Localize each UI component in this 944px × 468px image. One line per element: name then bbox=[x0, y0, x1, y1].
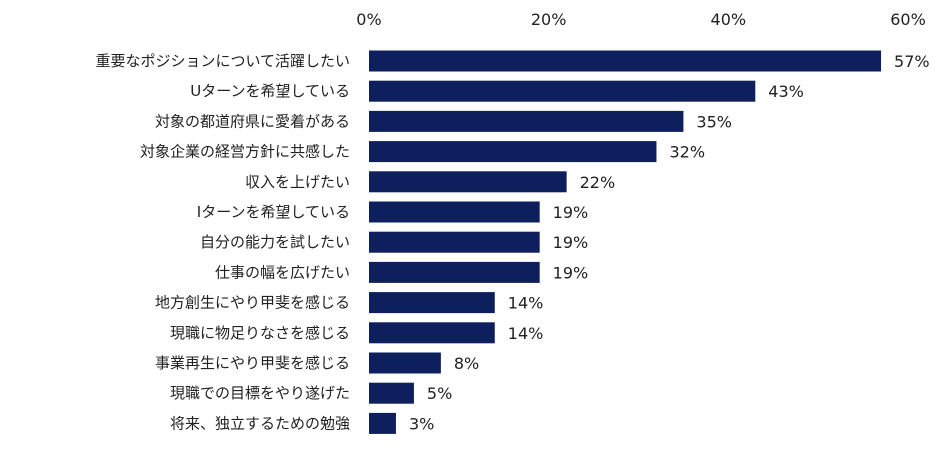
category-label: Uターンを希望している bbox=[190, 82, 350, 100]
category-label: 将来、独立するための勉強 bbox=[170, 414, 350, 432]
value-label: 19% bbox=[553, 203, 589, 222]
bar bbox=[369, 50, 882, 72]
category-label: 事業再生にやり甲斐を感じる bbox=[155, 354, 350, 372]
value-label: 43% bbox=[768, 82, 804, 101]
category-label: 対象企業の経営方針に共感した bbox=[140, 143, 350, 161]
category-label: 収入を上げたい bbox=[245, 173, 350, 191]
bar bbox=[369, 292, 495, 314]
category-label: 地方創生にやり甲斐を感じる bbox=[155, 294, 350, 312]
category-label: Iターンを希望している bbox=[197, 203, 350, 221]
bar bbox=[369, 322, 495, 344]
bar bbox=[369, 231, 540, 253]
bar bbox=[369, 80, 756, 102]
x-tick-label: 20% bbox=[531, 10, 567, 29]
value-label: 8% bbox=[454, 354, 479, 373]
bar bbox=[369, 201, 540, 223]
x-tick-label: 40% bbox=[711, 10, 747, 29]
category-label: 対象の都道府県に愛着がある bbox=[155, 112, 350, 130]
value-label: 57% bbox=[894, 52, 930, 71]
category-label: 重要なポジションについて活躍したい bbox=[95, 52, 350, 70]
bar bbox=[369, 171, 567, 193]
value-label: 22% bbox=[580, 173, 616, 192]
bar bbox=[369, 352, 441, 374]
bars bbox=[369, 50, 882, 434]
x-axis-ticks: 0% 20% 40% 60% bbox=[356, 10, 925, 29]
value-label: 32% bbox=[669, 143, 705, 162]
bar bbox=[369, 141, 657, 163]
category-labels: 重要なポジションについて活躍したい Uターンを希望している対象の都道府県に愛着があ… bbox=[95, 52, 350, 432]
category-label: 現職に物足りなさを感じる bbox=[170, 324, 350, 342]
value-label: 14% bbox=[508, 324, 544, 343]
x-tick-label: 0% bbox=[356, 10, 381, 29]
value-label: 3% bbox=[409, 414, 434, 433]
bar bbox=[369, 110, 684, 132]
value-labels: 57% 43% 35% 32% 22% 19% 19% 19% 14% 14% 8%5% 3% bbox=[409, 52, 930, 433]
bar bbox=[369, 261, 540, 283]
value-label: 35% bbox=[696, 112, 732, 131]
category-label: 現職での目標をやり遂げた bbox=[170, 384, 350, 402]
x-tick-label: 60% bbox=[890, 10, 926, 29]
value-label: 5% bbox=[427, 384, 452, 403]
category-label: 自分の能力を試したい bbox=[200, 233, 350, 251]
bar bbox=[369, 412, 396, 434]
value-label: 19% bbox=[553, 263, 589, 282]
bar bbox=[369, 382, 414, 404]
value-label: 14% bbox=[508, 294, 544, 313]
value-label: 19% bbox=[553, 233, 589, 252]
category-label: 仕事の幅を広げたい bbox=[215, 263, 350, 281]
